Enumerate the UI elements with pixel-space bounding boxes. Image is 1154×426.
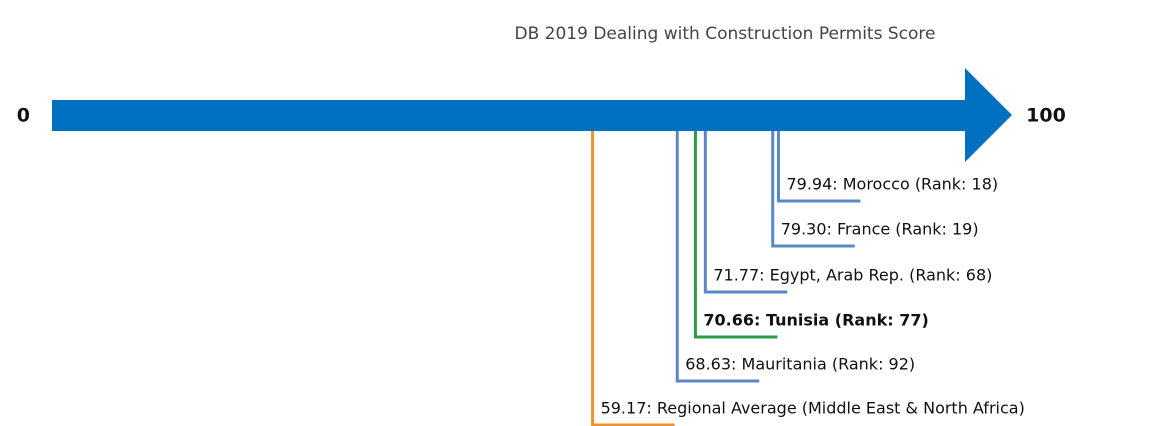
marker-label: 71.77: Egypt, Arab Rep. (Rank: 68) bbox=[713, 266, 992, 285]
marker-label: 70.66: Tunisia (Rank: 77) bbox=[703, 311, 928, 330]
axis-end-label: 100 bbox=[1026, 105, 1066, 127]
marker-line bbox=[776, 131, 861, 203]
marker-line bbox=[771, 131, 855, 248]
axis-end-label: 0 bbox=[17, 105, 30, 127]
marker-line bbox=[693, 131, 778, 339]
marker-line bbox=[591, 131, 675, 426]
marker-label: 59.17: Regional Average (Middle East & N… bbox=[601, 399, 1025, 418]
marker-label: 79.30: France (Rank: 19) bbox=[781, 220, 979, 239]
marker-line bbox=[703, 131, 788, 294]
axis-arrow bbox=[52, 68, 1012, 162]
chart-title: DB 2019 Dealing with Construction Permit… bbox=[515, 24, 936, 44]
marker-label: 68.63: Mauritania (Rank: 92) bbox=[685, 355, 915, 374]
marker-label: 79.94: Morocco (Rank: 18) bbox=[786, 175, 998, 194]
marker-line bbox=[675, 131, 760, 383]
